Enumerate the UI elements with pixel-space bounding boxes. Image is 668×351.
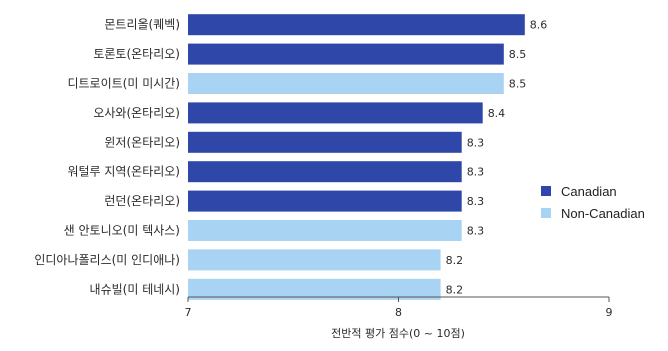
category-label-9: 내슈빌(미 테네시) bbox=[90, 282, 180, 296]
x-tick-label-2: 9 bbox=[606, 306, 613, 319]
bar-9 bbox=[188, 278, 441, 300]
bar-0 bbox=[188, 14, 525, 36]
bar-6 bbox=[188, 190, 462, 212]
value-label-8: 8.2 bbox=[446, 254, 464, 267]
x-axis: 7 8 9 bbox=[185, 296, 613, 319]
value-label-3: 8.4 bbox=[488, 107, 506, 120]
legend-swatch-canadian bbox=[541, 186, 551, 196]
legend-label-canadian: Canadian bbox=[561, 184, 617, 199]
category-labels: 몬트리올(퀘벡) 토론토(온타리오) 디트로이트(미 미시간) 오사와(온타리오) 윈저… bbox=[34, 18, 180, 297]
legend: Canadian Non-Canadian bbox=[541, 184, 645, 221]
value-label-6: 8.3 bbox=[467, 195, 485, 208]
bar-5 bbox=[188, 161, 462, 183]
value-label-9: 8.2 bbox=[446, 283, 464, 296]
bar-8 bbox=[188, 249, 441, 271]
value-labels: 8.6 8.5 8.5 8.4 8.3 8.3 8.3 8.3 8.2 8.2 bbox=[446, 19, 548, 297]
value-label-4: 8.3 bbox=[467, 136, 485, 149]
category-label-8: 인디아나폴리스(미 인디애나) bbox=[34, 253, 180, 267]
category-label-0: 몬트리올(퀘벡) bbox=[104, 18, 180, 32]
bar-4 bbox=[188, 131, 462, 153]
category-label-2: 디트로이트(미 미시간) bbox=[67, 77, 180, 91]
value-label-0: 8.6 bbox=[530, 19, 548, 32]
value-label-7: 8.3 bbox=[467, 225, 485, 238]
value-label-2: 8.5 bbox=[509, 78, 527, 91]
bar-7 bbox=[188, 220, 462, 241]
category-label-1: 토론토(온타리오) bbox=[93, 47, 180, 61]
x-tick-label-0: 7 bbox=[185, 306, 192, 319]
bar-2 bbox=[188, 73, 504, 94]
category-label-3: 오사와(온타리오) bbox=[93, 106, 180, 120]
x-tick-label-1: 8 bbox=[395, 306, 402, 319]
value-label-5: 8.3 bbox=[467, 166, 485, 179]
bars-layer bbox=[188, 14, 525, 300]
category-label-6: 런던(온타리오) bbox=[104, 194, 180, 208]
value-label-1: 8.5 bbox=[509, 48, 527, 61]
category-label-4: 윈저(온타리오) bbox=[104, 135, 180, 149]
x-axis-title: 전반적 평가 점수(0 ~ 10점) bbox=[331, 327, 465, 340]
legend-swatch-non-canadian bbox=[541, 208, 551, 218]
legend-label-non-canadian: Non-Canadian bbox=[561, 206, 645, 221]
bar-1 bbox=[188, 43, 504, 65]
bar-3 bbox=[188, 102, 483, 124]
category-label-7: 샌 안토니오(미 텍사스) bbox=[64, 224, 180, 238]
category-label-5: 워털루 지역(온타리오) bbox=[67, 165, 180, 179]
